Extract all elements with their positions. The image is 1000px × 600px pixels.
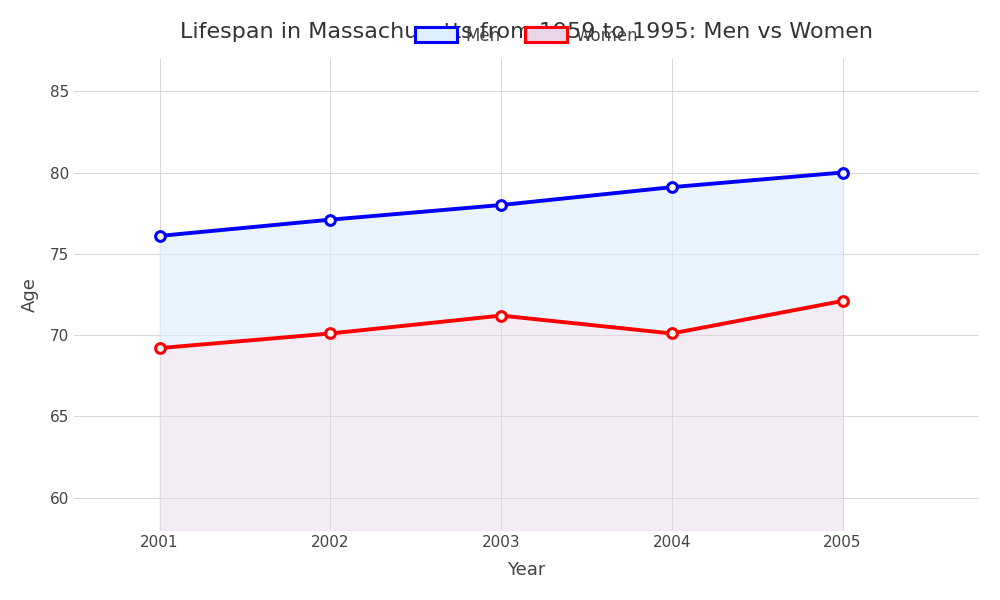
X-axis label: Year: Year (507, 561, 546, 579)
Title: Lifespan in Massachusetts from 1959 to 1995: Men vs Women: Lifespan in Massachusetts from 1959 to 1… (180, 22, 873, 42)
Legend: Men, Women: Men, Women (409, 20, 645, 51)
Y-axis label: Age: Age (21, 277, 39, 312)
